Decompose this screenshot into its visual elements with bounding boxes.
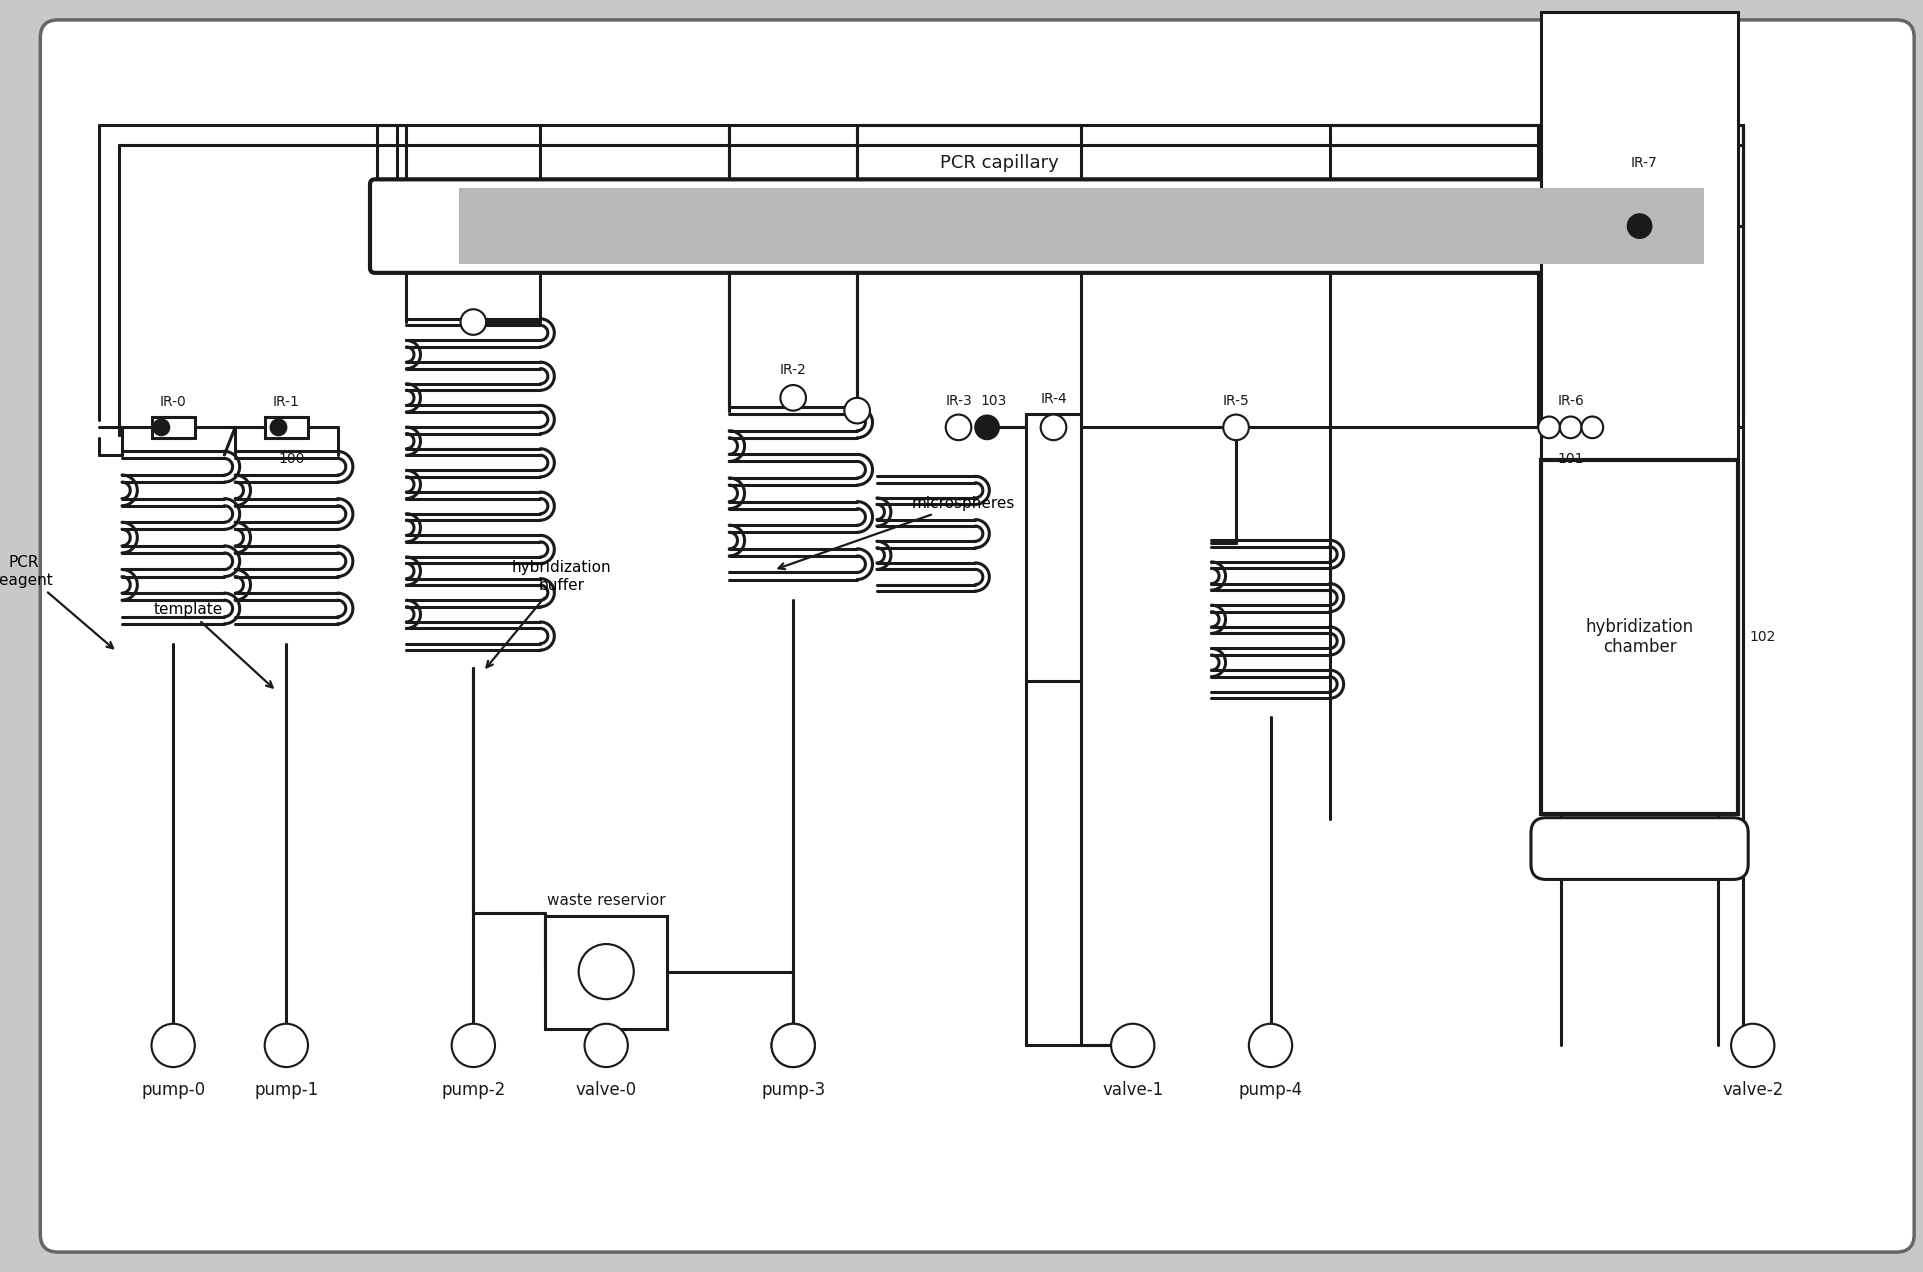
- FancyBboxPatch shape: [1531, 818, 1748, 879]
- Text: pump-2: pump-2: [440, 1081, 506, 1099]
- Circle shape: [1040, 415, 1065, 440]
- Text: IR-4: IR-4: [1040, 392, 1067, 406]
- Bar: [410, 188, 458, 265]
- Circle shape: [1560, 416, 1581, 438]
- Text: IR-0: IR-0: [160, 394, 187, 408]
- Text: IR-5: IR-5: [1221, 394, 1248, 408]
- Circle shape: [452, 1024, 494, 1067]
- Text: valve-0: valve-0: [575, 1081, 637, 1099]
- Text: PCR
reagent: PCR reagent: [0, 556, 113, 649]
- Text: 101: 101: [1556, 452, 1583, 466]
- Text: IR-3: IR-3: [946, 394, 971, 408]
- Text: template: template: [154, 603, 273, 688]
- Circle shape: [585, 1024, 627, 1067]
- Text: 103: 103: [979, 394, 1006, 408]
- Circle shape: [844, 398, 869, 424]
- Text: IR-6: IR-6: [1556, 394, 1583, 408]
- Circle shape: [579, 944, 633, 1000]
- FancyBboxPatch shape: [369, 179, 1727, 272]
- Text: hybridization
buffer: hybridization buffer: [487, 560, 612, 668]
- Circle shape: [460, 309, 487, 335]
- Bar: [152, 416, 194, 438]
- Circle shape: [771, 1024, 815, 1067]
- Text: 102: 102: [1748, 630, 1775, 644]
- Text: valve-1: valve-1: [1102, 1081, 1163, 1099]
- Bar: [458, 188, 1702, 265]
- Text: microspheres: microspheres: [779, 496, 1013, 569]
- Circle shape: [946, 415, 971, 440]
- Circle shape: [271, 420, 287, 435]
- Text: pump-3: pump-3: [762, 1081, 825, 1099]
- Circle shape: [1627, 214, 1650, 238]
- Circle shape: [781, 385, 806, 411]
- Circle shape: [1223, 415, 1248, 440]
- Text: IR-7: IR-7: [1631, 155, 1658, 169]
- Bar: [544, 917, 667, 1029]
- Text: hybridization
chamber: hybridization chamber: [1585, 618, 1692, 656]
- Circle shape: [154, 420, 169, 435]
- Text: IR-1: IR-1: [273, 394, 300, 408]
- Bar: [1540, 460, 1736, 814]
- Text: 100: 100: [279, 452, 304, 466]
- Circle shape: [1110, 1024, 1154, 1067]
- Bar: [265, 416, 308, 438]
- Circle shape: [1581, 416, 1602, 438]
- Circle shape: [1731, 1024, 1773, 1067]
- Text: PCR capillary: PCR capillary: [940, 154, 1060, 172]
- Circle shape: [771, 1024, 815, 1067]
- Text: IR-2: IR-2: [779, 364, 806, 378]
- Circle shape: [152, 1024, 194, 1067]
- Circle shape: [975, 416, 998, 439]
- Circle shape: [265, 1024, 308, 1067]
- FancyBboxPatch shape: [40, 20, 1913, 1252]
- Bar: [1540, 11, 1736, 814]
- Text: waste reservior: waste reservior: [546, 893, 665, 908]
- Text: valve-2: valve-2: [1721, 1081, 1783, 1099]
- Text: pump-1: pump-1: [254, 1081, 319, 1099]
- Bar: [1025, 413, 1081, 682]
- Circle shape: [1248, 1024, 1292, 1067]
- Text: pump-4: pump-4: [1238, 1081, 1302, 1099]
- Text: pump-0: pump-0: [140, 1081, 206, 1099]
- Circle shape: [1536, 416, 1560, 438]
